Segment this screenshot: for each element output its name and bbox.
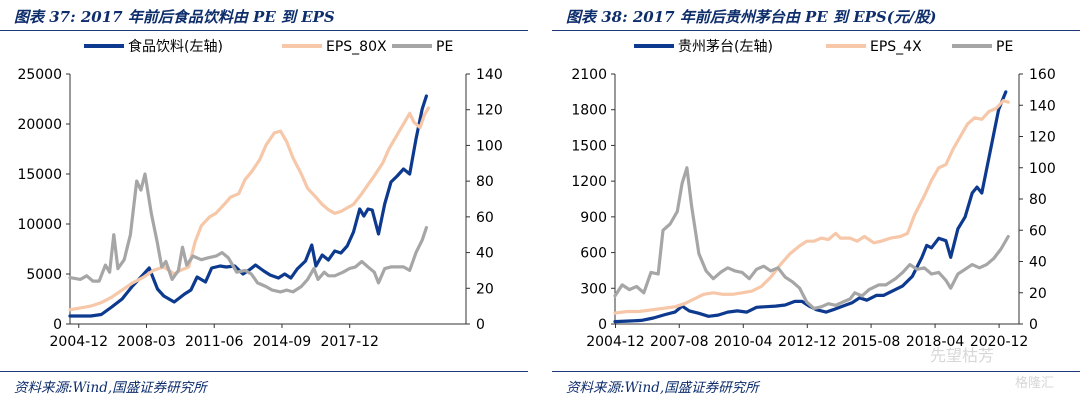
left-axis-tick-label: 1200 [571,174,607,190]
source-rule [0,371,528,372]
right-axis-tick-label: 20 [1029,286,1047,302]
right-axis-tick-label: 20 [476,281,494,297]
left-axis-tick-label: 5000 [26,267,62,283]
left-axis-tick-label: 15000 [17,167,62,183]
left-axis-tick-label: 0 [53,317,62,333]
legend-label: EPS_80X [326,39,387,55]
title-rule [552,30,1080,31]
source-note: 资料来源:Wind,国盛证券研究所 [14,380,207,396]
right-axis-tick-label: 60 [1029,223,1047,239]
watermark-text: 先望枯芳 [930,346,995,365]
legend-label: 贵州茅台(左轴) [678,39,773,55]
left-axis-tick-label: 1500 [571,138,607,154]
x-axis-tick-label: 2010-04 [714,334,773,350]
right-axis-tick-label: 40 [1029,255,1047,271]
right-axis-tick-label: 60 [476,210,494,226]
right-axis-tick-label: 100 [476,138,503,154]
title-rule [0,30,528,31]
x-axis-tick-label: 2008-03 [117,334,176,350]
right-axis-tick-label: 160 [1029,67,1056,83]
series-line [68,106,431,312]
right-axis-tick-label: 80 [1029,192,1047,208]
right-axis-tick-label: 120 [1029,130,1056,146]
x-axis-tick-label: 2012-12 [778,334,837,350]
right-axis-tick-label: 140 [476,67,503,83]
right-axis-tick-label: 100 [1029,161,1056,177]
line-chart-food-beverage: 0 5000 10000 15000 20000 25000 0 20 40 60 80 100 120… [17,38,503,350]
chart-title: 图表 38: 2017 年前后贵州茅台由 PE 到 EPS(元/股) [566,8,937,26]
line-chart-kweichow-moutai: 0 300 600 900 1200 1500 1800 2100 0 20 40 60 80 100 12… [571,39,1056,350]
x-axis-tick-label: 2004-12 [586,334,645,350]
series-line [613,99,1010,315]
left-axis-tick-label: 0 [598,317,607,333]
chart-panel-right: 图表 38: 2017 年前后贵州茅台由 PE 到 EPS(元/股) 0 300 6… [552,0,1080,400]
left-axis-tick-label: 2100 [571,67,607,83]
source-note: 资料来源:Wind,国盛证券研究所 [566,380,759,396]
left-axis-tick-label: 25000 [17,67,62,83]
series-line [68,94,428,318]
source-rule [552,371,1080,372]
x-axis-tick-label: 2007-08 [650,334,709,350]
left-axis-tick-label: 1800 [571,103,607,119]
right-axis-tick-label: 40 [476,246,494,262]
series-line [613,90,1008,324]
right-axis-tick-label: 0 [1029,317,1038,333]
left-axis-tick-label: 10000 [17,217,62,233]
x-axis-tick-label: 2018-04 [906,334,965,350]
left-axis-tick-label: 600 [580,246,607,262]
legend-label: EPS_4X [870,39,922,55]
watermark-logo-text: 格隆汇 [1015,376,1055,391]
x-axis-tick-label: 2017-12 [320,334,379,350]
right-axis-tick-label: 140 [1029,98,1056,114]
chart-title: 图表 37: 2017 年前后食品饮料由 PE 到 EPS [14,8,335,26]
series-line [613,166,1010,310]
series-line [68,172,428,294]
x-axis-tick-label: 2015-08 [842,334,901,350]
x-axis-tick-label: 2014-09 [253,334,312,350]
left-axis-tick-label: 300 [580,281,607,297]
chart-panel-left: 图表 37: 2017 年前后食品饮料由 PE 到 EPS 0 5000 10000… [0,0,528,400]
right-axis-tick-label: 0 [476,317,485,333]
right-axis-tick-label: 120 [476,103,503,119]
left-axis-tick-label: 900 [580,210,607,226]
right-axis-tick-label: 80 [476,174,494,190]
x-axis-tick-label: 2020-12 [970,334,1029,350]
x-axis-tick-label: 2011-06 [185,334,244,350]
legend-label: 食品饮料(左轴) [128,38,223,55]
legend-label: PE [996,39,1013,55]
left-axis-tick-label: 20000 [17,117,62,133]
legend-label: PE [436,39,453,55]
x-axis-tick-label: 2004-12 [50,334,109,350]
